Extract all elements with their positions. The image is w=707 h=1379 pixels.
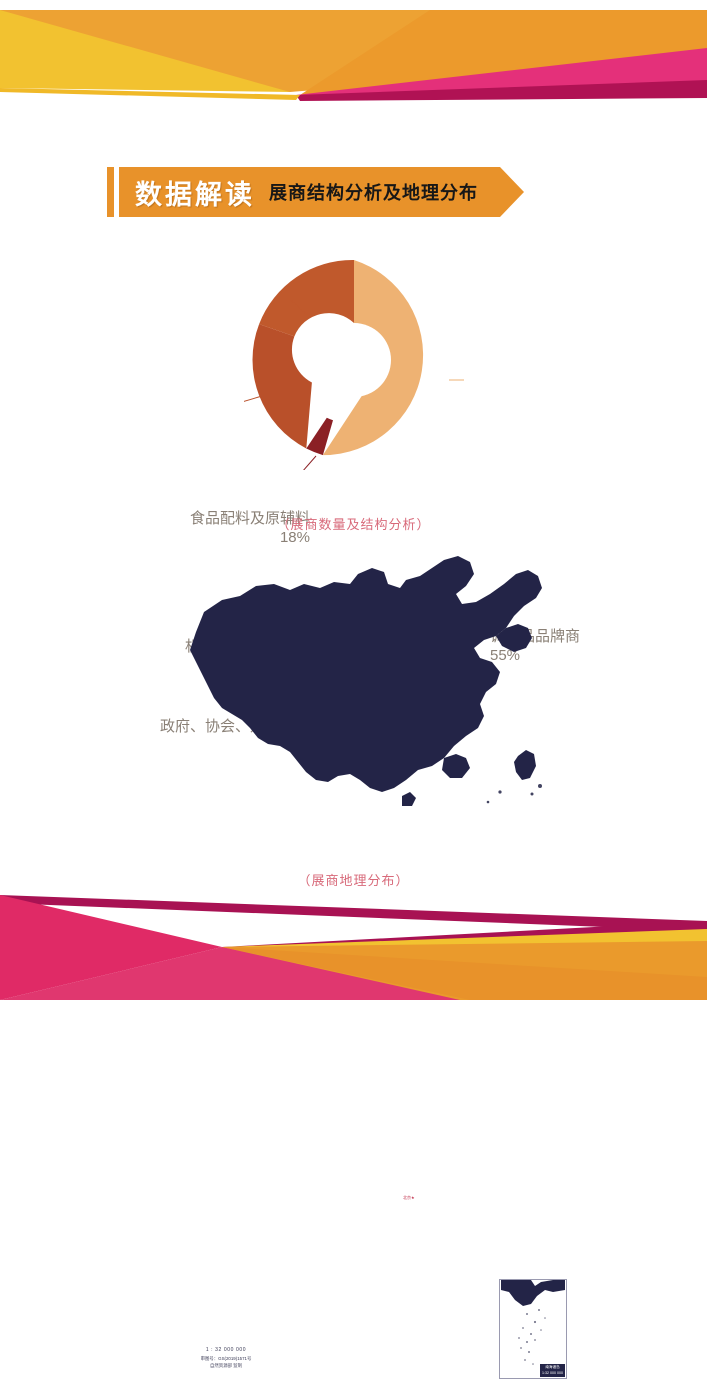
map-label-huabei-rule bbox=[323, 1202, 397, 1204]
map-label-huadong-pct: 32.48% bbox=[405, 1242, 459, 1259]
exhibitor-geo-distribution-map: 北京★ 1 : 32 000 000 审图号：GS(2019)1571号 自然资… bbox=[0, 540, 707, 1379]
map-label-xinan-name: 西南 bbox=[237, 1250, 265, 1267]
section-title: 数据解读 展商结构分析及地理分布 bbox=[107, 167, 524, 217]
map-label-huadong-rule bbox=[399, 1261, 465, 1263]
china-map-svg bbox=[189, 556, 542, 806]
china-small-islands bbox=[486, 784, 542, 804]
map-label-xibei-name: 西北 bbox=[219, 1170, 247, 1187]
title-plate: 数据解读 展商结构分析及地理分布 bbox=[119, 167, 524, 217]
map-label-huabei-name: 华北 bbox=[346, 1204, 374, 1221]
map-label-xibei-pct: 1.3% bbox=[215, 1149, 251, 1166]
map-label-xinan-pct: 5.32% bbox=[228, 1229, 274, 1246]
inset-map-svg bbox=[501, 1280, 565, 1365]
donut-chart-caption: （展商数量及结构分析） bbox=[276, 517, 431, 532]
page-title: 数据解读 bbox=[135, 179, 255, 210]
pie-label-food-pct: 18% bbox=[279, 528, 310, 546]
donut-slice-machine bbox=[252, 324, 312, 449]
map-label-huanan-rule bbox=[329, 1320, 403, 1322]
map-scale-text: 1 : 32 000 000 bbox=[205, 1347, 247, 1353]
map-label-dongbei-rule bbox=[422, 1146, 500, 1148]
map-issuer: 自然资源部 监制 bbox=[210, 1363, 242, 1369]
map-label-dongbei: 8.16% 东北 bbox=[416, 1127, 506, 1165]
title-accent-bar bbox=[107, 167, 114, 217]
map-credit-block: 1 : 32 000 000 审图号：GS(2019)1571号 自然资源部 监… bbox=[180, 1346, 272, 1370]
map-label-huazhong-rule bbox=[321, 1261, 387, 1263]
inset-map-scale: 1:32 000 000 bbox=[542, 1370, 563, 1375]
pie-label-food-name: 食品配料及原辅料 bbox=[189, 510, 310, 527]
donut-slice-brand bbox=[322, 260, 423, 456]
donut-svg bbox=[243, 259, 464, 470]
bottom-banner-shapes bbox=[0, 895, 707, 1000]
pie-label-food: 食品配料及原辅料 18% bbox=[150, 510, 310, 548]
leader-line-machine bbox=[243, 395, 262, 402]
map-label-huanan-name: 华南 bbox=[352, 1322, 380, 1339]
leader-line-food bbox=[290, 299, 306, 315]
map-label-dongbei-pct: 8.16% bbox=[438, 1127, 484, 1144]
bottom-decorative-banner bbox=[0, 885, 707, 1000]
china-mainland-shape bbox=[189, 556, 542, 806]
leader-line-gov bbox=[302, 455, 316, 470]
map-review-number: 审图号：GS(2019)1571号 bbox=[200, 1355, 252, 1361]
map-label-xibei: 1.3% 西北 bbox=[188, 1149, 278, 1187]
south-china-sea-inset-map: 南海诸岛 1:32 000 000 bbox=[499, 1279, 567, 1379]
inset-map-label: 南海诸岛 1:32 000 000 bbox=[540, 1364, 565, 1377]
map-label-dongbei-name: 东北 bbox=[447, 1148, 475, 1165]
map-label-huanan-pct: 31.89% bbox=[339, 1301, 393, 1318]
map-caption: （展商地理分布） bbox=[297, 873, 410, 888]
donut-slice-gov bbox=[305, 417, 333, 456]
exhibitor-structure-donut-chart: 食品配料及原辅料 18% 调味品品牌商 55% 机械设备及包装 24% 政府、协… bbox=[0, 250, 707, 754]
map-label-xinan-rule bbox=[218, 1248, 284, 1250]
map-label-huadong-name: 华东 bbox=[418, 1263, 446, 1280]
page-subtitle: 展商结构分析及地理分布 bbox=[269, 183, 478, 203]
donut-slice-food bbox=[258, 259, 354, 337]
map-label-huadong: 32.48% 华东 bbox=[386, 1242, 478, 1280]
map-label-huabei: 12.64% 华北 bbox=[314, 1183, 406, 1221]
top-decorative-banner bbox=[0, 0, 707, 115]
map-label-huanan: 31.89% 华南 bbox=[318, 1301, 414, 1339]
map-label-xinan: 5.32% 西南 bbox=[206, 1229, 296, 1267]
map-label-xibei-rule bbox=[200, 1168, 266, 1170]
top-banner-shapes bbox=[0, 10, 707, 101]
map-label-huabei-pct: 12.64% bbox=[333, 1183, 387, 1200]
